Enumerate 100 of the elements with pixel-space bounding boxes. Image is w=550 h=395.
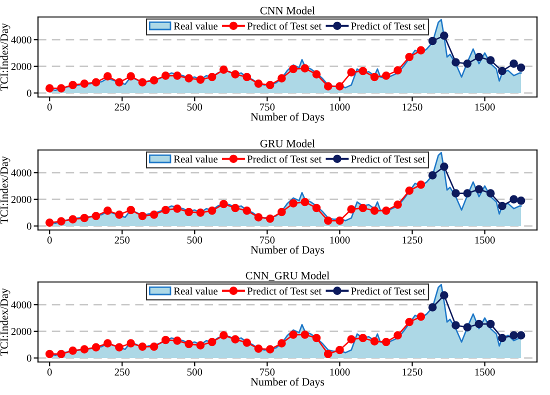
point [138,212,147,220]
point [300,330,310,339]
y-tick-label: 2000 [11,196,32,204]
y-tick-label: 0 [26,222,32,230]
y-tick-label: 2000 [11,328,32,336]
point [220,331,228,340]
point [278,74,286,82]
y-axis-title: TCI:Index/Day [0,288,10,356]
point [498,202,506,210]
point [405,52,414,62]
point [347,335,356,344]
point [103,339,112,348]
y-tick-label: 0 [26,90,32,97]
point [242,338,252,347]
point [516,196,526,205]
legend-label: Real value [174,155,218,163]
point [428,36,437,46]
point [358,66,368,76]
point [516,63,526,72]
x-tick-label: 1500 [475,236,495,244]
point [474,52,484,62]
x-tick-label: 750 [260,368,275,376]
point [184,74,194,82]
x-tick-label: 750 [260,104,275,111]
point [463,189,472,198]
x-tick-label: 1000 [330,236,350,244]
point [254,80,263,88]
point [220,200,228,208]
point [266,80,274,90]
point [358,334,368,342]
point [266,214,274,223]
x-tick-label: 750 [260,236,275,244]
point [57,350,66,358]
x-axis-title: Number of Days [250,112,324,123]
point [440,162,448,171]
x-tick-label: 250 [114,236,130,244]
x-tick-label: 250 [114,368,130,376]
point [370,337,379,346]
point [208,206,216,215]
point [405,318,414,326]
point [196,76,205,84]
point [138,342,147,351]
point [510,331,518,340]
point [498,66,506,76]
point [394,200,402,209]
point [242,206,252,215]
x-tick-label: 500 [187,104,202,111]
point [92,212,100,220]
point [312,204,321,212]
point [324,350,332,358]
y-tick-label: 4000 [11,36,32,44]
legend-label: Predict of Test set [247,22,322,30]
point [173,72,182,80]
point [231,204,240,212]
point [486,320,495,328]
x-tick-label: 1250 [402,236,422,244]
point [68,215,77,224]
point [103,72,112,80]
point [336,82,344,90]
point [405,186,414,195]
chart-title: CNN Model [260,6,315,14]
point [347,205,356,214]
point [45,350,54,358]
legend-label: Real value [174,287,218,295]
point [45,218,54,227]
point [278,208,286,216]
legend-label: Predict of Test set [351,287,426,295]
point [474,185,484,194]
legend-label: Predict of Test set [351,155,426,163]
point [416,46,426,54]
point [266,345,274,354]
point [45,84,54,92]
point [254,344,263,353]
point [161,336,170,344]
point [289,64,298,74]
point [220,66,228,74]
point [208,72,216,82]
point [289,199,298,208]
x-tick-label: 1250 [402,368,422,376]
y-tick-label: 4000 [11,169,32,176]
point [394,331,402,340]
point [382,72,390,80]
point [324,216,332,225]
point [92,343,100,352]
point [370,72,379,82]
x-tick-label: 1500 [475,104,495,111]
point [161,72,170,80]
point [92,78,100,86]
point [452,58,460,66]
point [416,180,426,189]
point [57,217,66,226]
point [300,64,310,72]
x-tick-label: 0 [47,104,52,111]
point [463,323,472,332]
point [254,213,263,222]
point [336,216,344,225]
point [80,345,89,354]
point [115,78,124,86]
point [486,56,495,64]
point [57,84,66,92]
